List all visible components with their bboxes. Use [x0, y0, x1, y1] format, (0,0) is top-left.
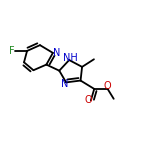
Text: N: N — [61, 79, 69, 89]
Text: NH: NH — [62, 53, 77, 63]
Text: N: N — [53, 48, 60, 58]
Text: O: O — [84, 95, 92, 105]
Text: F: F — [9, 46, 15, 56]
Text: O: O — [104, 81, 111, 91]
